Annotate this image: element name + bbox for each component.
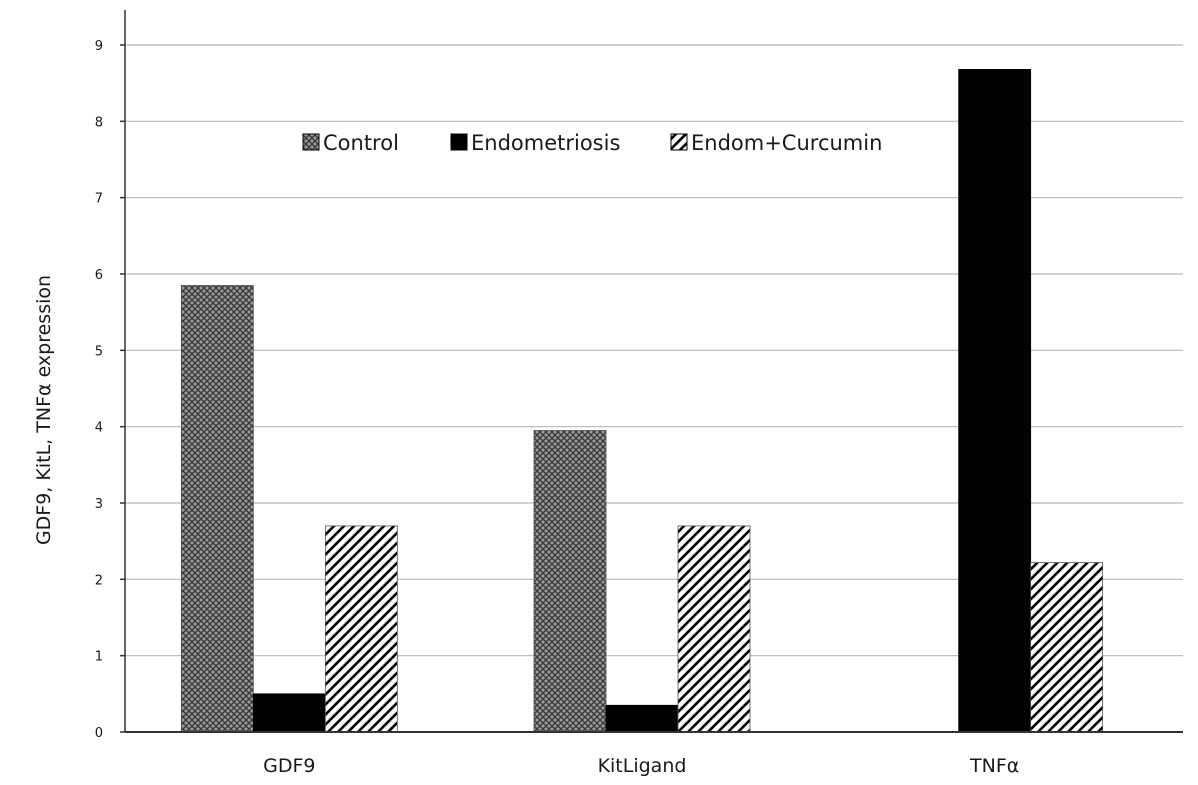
legend-label-endometriosis: Endometriosis [471,131,620,155]
y-tick-label: 7 [95,192,103,207]
axes [124,10,1183,733]
category-labels: GDF9 KitLigand TNFα [263,755,1019,777]
y-tick-label: 2 [95,573,103,588]
y-tick-label: 4 [95,421,103,436]
legend-swatch-endometriosis [450,133,468,151]
legend-swatch-control [302,133,320,151]
legend-label-endom-curcumin: Endom+Curcumin [691,131,882,155]
bar-endom-curcumin [324,525,398,733]
bar-control [533,430,607,733]
bar-endom-curcumin [677,525,751,733]
gridlines [125,44,1183,657]
bar-endometriosis [958,69,1032,733]
y-tick-label: 5 [95,344,103,359]
bar-endometriosis [605,704,679,733]
y-tick-label: 1 [95,650,103,665]
y-tick-label: 8 [95,115,103,130]
x-category-label: TNFα [969,755,1019,777]
legend-swatch-endom-curcumin [670,133,688,151]
y-tick-labels: 0 1 2 3 4 5 6 7 8 9 [95,39,125,741]
bars [180,69,1104,733]
y-tick-label: 0 [95,726,103,741]
bar-endom-curcumin [1030,562,1104,733]
y-tick-label: 6 [95,268,103,283]
y-axis-label: GDF9, KitL, TNFα expression [33,275,55,545]
x-category-label: GDF9 [263,755,315,777]
legend: Control Endometriosis Endom+Curcumin [302,131,882,155]
y-tick-label: 9 [95,39,103,54]
bar-endometriosis [252,693,326,733]
x-category-label: KitLigand [598,755,687,777]
bar-control [180,285,254,733]
legend-label-control: Control [323,131,399,155]
y-tick-label: 3 [95,497,103,512]
